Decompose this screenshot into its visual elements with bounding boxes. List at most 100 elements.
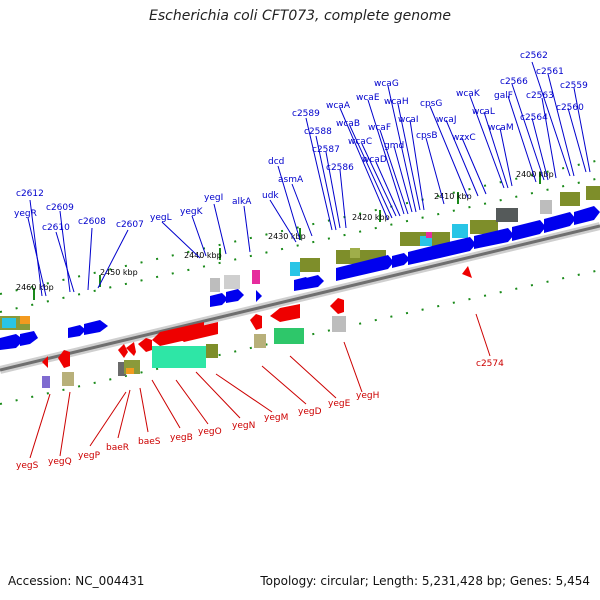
reverse-arrow xyxy=(330,298,344,314)
reverse-arrow xyxy=(58,350,70,368)
forward-arrow xyxy=(226,289,244,303)
forward-arrow xyxy=(512,220,546,241)
reverse-gene-arrows[interactable] xyxy=(42,266,472,368)
gene-label: yegR xyxy=(14,209,37,219)
gene-label: yegI xyxy=(204,193,223,203)
gene-label: c2609 xyxy=(46,203,74,213)
forward-arrow xyxy=(440,237,476,258)
gene-label: c2566 xyxy=(500,77,528,87)
forward-arrow xyxy=(392,253,410,268)
gene-label: yegS xyxy=(16,461,39,471)
gene-label: c2564 xyxy=(520,113,548,123)
tick-label-2400: 2400 kbp xyxy=(516,170,554,179)
gene-label: wcaL xyxy=(472,107,495,117)
forward-gene-arrows[interactable] xyxy=(0,206,600,350)
forward-arrow xyxy=(408,244,446,265)
gene-label: yegK xyxy=(180,207,204,217)
forward-arrow xyxy=(256,290,262,302)
forward-arrow xyxy=(544,212,576,233)
tick-label-2430: 2430 kbp xyxy=(268,232,306,241)
gene-label: yegD xyxy=(298,407,322,417)
gene-label: wcaC xyxy=(348,137,372,147)
reverse-feature-blocks xyxy=(42,316,346,388)
genome-backbone xyxy=(0,222,600,374)
gene-label: c2574 xyxy=(476,359,504,369)
kbp-ticks: 2400 kbp 2410 kbp 2420 kbp 2430 kbp 2440… xyxy=(16,170,554,300)
gene-label: asmA xyxy=(278,175,304,185)
gene-label: yegB xyxy=(170,433,193,443)
gene-label: c2612 xyxy=(16,189,44,199)
forward-gene-labels: c2612 yegR c2609 c2610 c2608 c2607 yegL … xyxy=(14,51,588,233)
forward-arrow xyxy=(0,334,24,350)
forward-arrow xyxy=(306,275,324,289)
gene-label: c2559 xyxy=(560,81,588,91)
gene-label: yegN xyxy=(232,421,255,431)
gene-label: c2610 xyxy=(42,223,70,233)
tick-label-2440: 2440 kbp xyxy=(184,251,222,260)
gene-label: c2607 xyxy=(116,220,144,230)
gene-label: wcaI xyxy=(398,115,418,125)
reverse-arrow xyxy=(270,304,300,322)
gene-label: wzxC xyxy=(452,133,476,143)
track-lines xyxy=(0,159,600,405)
gene-label: galF xyxy=(494,91,513,101)
gene-label: c2608 xyxy=(78,217,106,227)
gene-label: alkA xyxy=(232,197,252,207)
gene-label: wcaE xyxy=(356,93,380,103)
genome-summary: Topology: circular; Length: 5,231,428 bp… xyxy=(260,574,590,588)
gene-label: wcaJ xyxy=(436,115,456,125)
gene-label: c2588 xyxy=(304,127,332,137)
gene-label: wcaB xyxy=(336,119,360,129)
gene-label: yegL xyxy=(150,213,172,223)
tick-label-2450: 2450 kbp xyxy=(100,268,138,277)
gene-label: yegO xyxy=(198,427,222,437)
gene-label: c2563 xyxy=(526,91,554,101)
forward-arrow xyxy=(20,331,38,346)
reverse-arrow xyxy=(42,356,48,368)
reverse-arrow xyxy=(176,322,218,342)
gene-label: udk xyxy=(262,191,279,201)
gene-label: c2587 xyxy=(312,145,340,155)
gene-label: baeR xyxy=(106,443,129,453)
forward-arrow xyxy=(68,325,86,338)
reverse-gene-labels: yegS yegQ yegP baeR baeS yegB yegO yegN … xyxy=(16,359,504,471)
gene-label: dcd xyxy=(268,157,284,167)
reverse-arrow xyxy=(126,342,136,356)
gene-label: c2561 xyxy=(536,67,564,77)
reverse-arrow xyxy=(462,266,472,278)
reverse-arrow xyxy=(138,338,152,352)
gene-label: yegP xyxy=(78,451,101,461)
gene-label: wcaH xyxy=(384,97,409,107)
gene-label: baeS xyxy=(138,437,161,447)
forward-arrow xyxy=(574,206,600,225)
forward-arrow xyxy=(210,293,228,307)
reverse-leader-lines xyxy=(29,313,491,459)
gene-label: c2562 xyxy=(520,51,548,61)
forward-arrow xyxy=(474,228,514,249)
gene-label: gmd xyxy=(384,141,404,151)
gene-label: yegE xyxy=(328,399,351,409)
forward-leader-lines xyxy=(27,61,591,297)
reverse-arrow xyxy=(152,322,204,346)
accession-text: Accession: NC_004431 xyxy=(8,574,145,588)
forward-feature-blocks xyxy=(0,186,600,330)
gene-label: wcaD xyxy=(362,155,387,165)
gene-label: wcaA xyxy=(326,101,351,111)
track-line-r1 xyxy=(0,269,600,405)
track-line-f1 xyxy=(0,159,600,295)
forward-arrow xyxy=(336,255,394,281)
tick-label-2460: 2460 kbp xyxy=(16,283,54,292)
gene-label: wcaF xyxy=(368,123,391,133)
track-line-f2 xyxy=(0,177,600,313)
gene-label: wcaG xyxy=(374,79,399,89)
reverse-arrow xyxy=(118,344,128,358)
gene-label: yegH xyxy=(356,391,379,401)
gene-label: c2560 xyxy=(556,103,584,113)
gene-label: wcaM xyxy=(488,123,514,133)
gene-label: c2589 xyxy=(292,109,320,119)
gene-label: yegQ xyxy=(48,457,72,467)
gene-label: cpsG xyxy=(420,99,442,109)
genome-title: Escherichia coli CFT073, complete genome xyxy=(149,8,451,24)
reverse-arrow xyxy=(250,314,262,330)
